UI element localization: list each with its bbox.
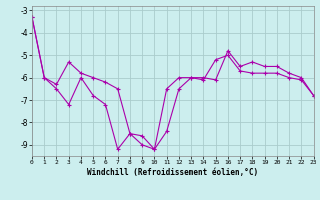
X-axis label: Windchill (Refroidissement éolien,°C): Windchill (Refroidissement éolien,°C) — [87, 168, 258, 177]
